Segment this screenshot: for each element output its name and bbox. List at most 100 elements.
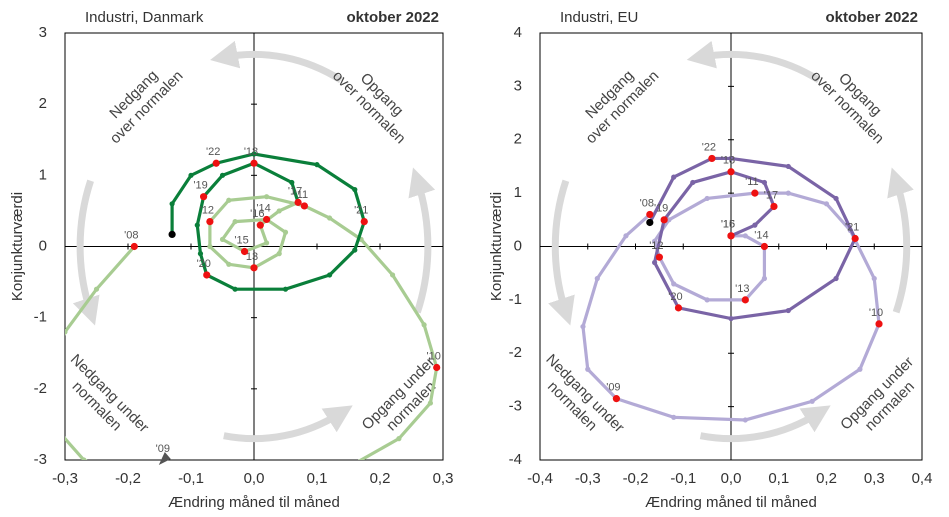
x-tick-label: 0,3 xyxy=(433,470,454,487)
x-tick-label: 0,0 xyxy=(244,470,265,487)
series-point xyxy=(163,486,168,491)
series-point xyxy=(207,243,213,250)
cycle-arrow xyxy=(686,40,821,84)
year-marker xyxy=(751,189,759,197)
series-point xyxy=(761,275,768,282)
year-label: '18 xyxy=(721,155,735,167)
year-marker xyxy=(240,247,249,256)
y-tick-label: 2 xyxy=(39,95,47,112)
series-point xyxy=(594,275,600,282)
x-tick-label: 0,3 xyxy=(864,470,885,487)
year-label: '09 xyxy=(156,443,170,455)
year-marker xyxy=(256,221,264,229)
chart: Industri, EU oktober 2022 -0,4 -0,3 -0,2 -0,1… xyxy=(488,9,932,511)
year-label: '15 xyxy=(721,219,735,231)
y-tick-label: 0 xyxy=(39,237,47,254)
series-point xyxy=(671,174,677,180)
series-point xyxy=(219,172,226,178)
year-label: '08 xyxy=(640,197,654,209)
chart: Industri, Danmark oktober 2022 -0,3 -0,2 -0,… xyxy=(9,9,453,511)
series-point xyxy=(188,172,194,178)
series-point xyxy=(65,329,68,335)
x-tick-label: -0,1 xyxy=(178,470,204,487)
series-point xyxy=(226,261,232,267)
x-tick-label: 0,1 xyxy=(307,470,328,487)
year-label: '14 xyxy=(256,202,270,214)
series-point xyxy=(704,195,710,202)
year-label: '17 xyxy=(288,185,302,197)
year-label: '16 xyxy=(250,208,264,220)
series-point xyxy=(690,179,696,186)
y-tick-label: -2 xyxy=(509,344,522,361)
year-marker xyxy=(158,452,171,465)
series-point xyxy=(785,163,791,170)
series-point xyxy=(833,195,839,202)
year-label: '16 xyxy=(721,219,735,231)
year-marker xyxy=(250,159,258,167)
series-point xyxy=(623,233,629,239)
y-tick-label: 4 xyxy=(514,24,522,41)
x-axis-label: Ændring måned til måned xyxy=(645,494,817,511)
series-point xyxy=(704,297,710,303)
year-label: '10 xyxy=(427,350,441,362)
y-axis-label: Konjunkturværdi xyxy=(9,192,26,301)
series-point xyxy=(352,247,358,253)
series-point xyxy=(352,186,358,193)
year-label: '11 xyxy=(745,176,759,188)
year-marker xyxy=(660,216,668,224)
series-point xyxy=(44,372,49,377)
series-point xyxy=(652,259,658,266)
year-label: '11 xyxy=(295,189,309,201)
chart-subtitle: oktober 2022 xyxy=(825,9,918,26)
series-point xyxy=(219,236,226,242)
y-tick-label: -3 xyxy=(509,398,522,415)
year-marker xyxy=(206,217,214,226)
series-point xyxy=(327,272,333,278)
series-point xyxy=(671,281,677,287)
year-label: '14 xyxy=(754,229,768,241)
year-marker xyxy=(250,264,258,272)
x-tick-label: -0,2 xyxy=(115,470,141,487)
series-point xyxy=(251,151,257,157)
cycle-arrow xyxy=(699,405,831,443)
x-tick-label: 0,2 xyxy=(816,470,837,487)
x-tick-label: -0,3 xyxy=(575,470,601,487)
y-tick-label: -1 xyxy=(509,291,522,308)
year-marker xyxy=(674,304,683,312)
year-marker xyxy=(655,253,663,261)
chart-title: Industri, Danmark xyxy=(85,9,204,26)
year-label: '15 xyxy=(234,234,248,246)
year-marker xyxy=(294,198,302,206)
year-marker xyxy=(708,154,716,163)
year-label: '22 xyxy=(702,141,716,153)
year-label: '12 xyxy=(200,204,214,216)
year-marker xyxy=(770,202,778,211)
series-point xyxy=(81,457,87,460)
chart-title: Industri, EU xyxy=(560,9,638,26)
cycle-arrow xyxy=(223,405,353,443)
cycle-arrow xyxy=(210,40,343,84)
year-label: '17 xyxy=(764,189,778,201)
year-label: '13 xyxy=(244,251,258,263)
year-label: '21 xyxy=(354,204,368,216)
year-marker xyxy=(212,159,220,167)
series-point xyxy=(785,307,791,314)
series-point xyxy=(232,218,238,225)
series-point xyxy=(314,162,320,168)
cycle-arrow xyxy=(548,179,575,326)
series-point xyxy=(809,398,815,404)
year-label: '22 xyxy=(206,146,220,158)
y-tick-label: -3 xyxy=(34,451,47,468)
year-label: '10 xyxy=(869,307,883,319)
year-label: '12 xyxy=(649,240,663,252)
series-point xyxy=(652,238,658,244)
y-tick-label: 3 xyxy=(39,24,47,41)
series-point xyxy=(580,323,586,330)
series-point xyxy=(871,275,877,282)
year-marker xyxy=(875,320,883,328)
chart-subtitle: oktober 2022 xyxy=(346,9,439,26)
cycle-arrow xyxy=(887,167,914,314)
